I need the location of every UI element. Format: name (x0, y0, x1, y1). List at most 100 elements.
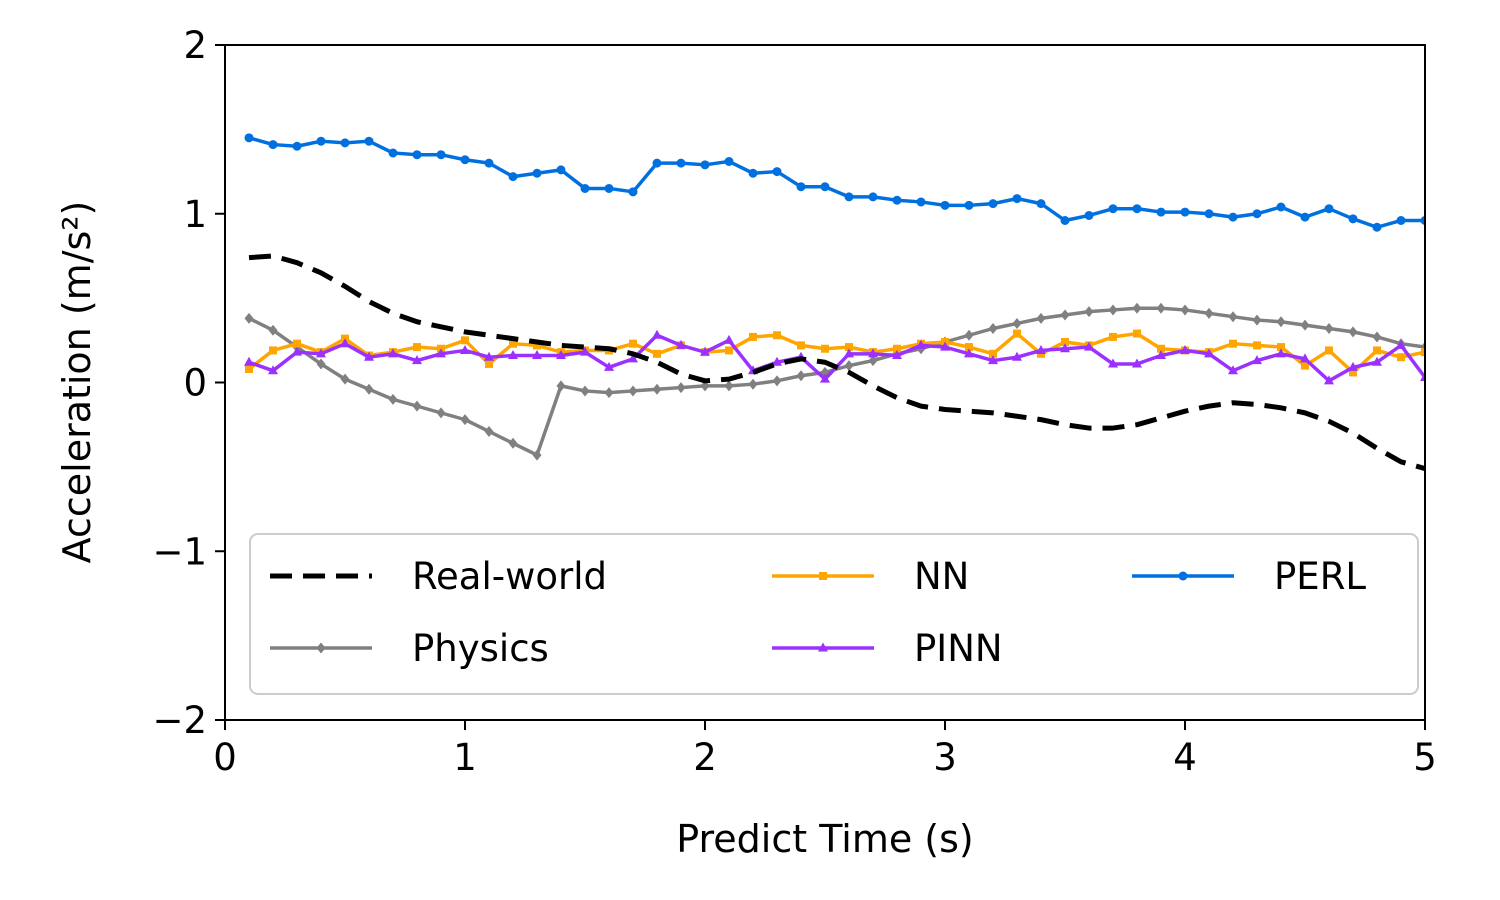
legend-marker-nn (819, 572, 827, 580)
data-point-pinn (820, 373, 830, 383)
data-point-physics (628, 385, 638, 397)
data-point-nn (1109, 332, 1117, 341)
legend-label-physics: Physics (412, 627, 549, 670)
data-point-pinn (1204, 348, 1214, 358)
data-point-perl (676, 158, 686, 168)
data-point-perl (340, 138, 350, 148)
data-point-perl (580, 183, 590, 193)
data-point-pinn (628, 353, 638, 363)
data-point-nn (1229, 339, 1237, 348)
data-point-physics (988, 323, 998, 334)
data-point-perl (604, 183, 614, 193)
data-point-pinn (700, 346, 710, 356)
data-point-nn (413, 343, 421, 352)
data-point-perl (436, 150, 446, 160)
data-point-pinn (964, 348, 974, 358)
data-point-physics (1036, 312, 1046, 324)
data-point-perl (388, 148, 398, 158)
data-point-physics (1348, 326, 1358, 338)
data-point-perl (724, 156, 734, 166)
data-point-perl (1420, 216, 1425, 225)
series-real-world (248, 253, 1425, 471)
data-point-pinn (916, 339, 926, 349)
data-point-physics (508, 437, 518, 449)
data-point-pinn (676, 339, 686, 349)
data-point-perl (964, 200, 974, 210)
data-point-nn (725, 346, 733, 355)
y-axis: −2 −1 0 1 2 (152, 24, 225, 742)
legend-item-physics: Physics (270, 627, 549, 670)
data-point-perl (532, 168, 542, 178)
data-point-physics (964, 329, 974, 341)
data-point-nn (245, 365, 253, 373)
data-point-pinn (1252, 355, 1262, 365)
data-point-pinn (436, 348, 446, 358)
data-point-pinn (1420, 371, 1425, 381)
y-axis-title: Acceleration (m/s²) (55, 201, 99, 564)
data-point-pinn (292, 346, 302, 356)
data-point-pinn (988, 355, 998, 365)
data-point-physics (1252, 314, 1262, 326)
data-point-perl (316, 136, 326, 146)
data-point-perl (1108, 204, 1118, 214)
data-point-perl (628, 187, 638, 197)
legend-item-real-world: Real-world (270, 555, 607, 598)
x-tick-label: 3 (933, 736, 957, 779)
data-point-perl (916, 197, 926, 207)
data-point-perl (1348, 214, 1358, 224)
data-point-perl (772, 167, 782, 177)
data-point-physics (484, 425, 494, 437)
data-point-physics (1084, 306, 1094, 318)
data-point-nn (1421, 348, 1425, 357)
legend-box (249, 533, 1419, 695)
data-point-pinn (508, 350, 518, 359)
series-perl (244, 133, 1425, 232)
data-point-physics (556, 380, 566, 392)
data-point-perl (1372, 222, 1382, 232)
data-point-nn (749, 332, 757, 341)
x-tick-label: 0 (213, 736, 237, 779)
data-point-nn (797, 341, 805, 350)
data-point-perl (556, 165, 566, 175)
data-point-physics (748, 378, 758, 390)
data-point-perl (1060, 216, 1070, 225)
y-tick-label: 1 (183, 193, 207, 236)
legend-label-nn: NN (914, 555, 969, 598)
data-point-perl (892, 195, 902, 205)
data-point-pinn (1012, 351, 1022, 361)
data-point-nn (1325, 346, 1333, 355)
legend-marker-pinn (818, 642, 828, 652)
data-point-pinn (388, 348, 398, 358)
data-point-perl (988, 199, 998, 209)
series-physics (244, 302, 1425, 461)
data-point-nn (1349, 368, 1357, 377)
data-point-pinn (772, 356, 782, 366)
data-point-pinn (1036, 344, 1046, 354)
legend-item-nn: NN (772, 555, 969, 598)
data-point-perl (868, 192, 878, 202)
data-point-physics (1228, 311, 1238, 323)
data-point-nn (965, 343, 973, 352)
data-point-pinn (1276, 348, 1286, 358)
data-point-nn (1061, 338, 1069, 346)
data-point-physics (796, 370, 806, 382)
data-point-pinn (844, 348, 854, 358)
x-tick-label: 1 (453, 736, 477, 779)
data-point-physics (1060, 309, 1070, 321)
data-point-physics (268, 324, 278, 336)
data-point-nn (821, 344, 829, 353)
data-point-perl (1228, 212, 1238, 222)
data-point-nn (293, 339, 301, 348)
legend-item-perl: PERL (1132, 555, 1366, 598)
data-point-pinn (1156, 350, 1166, 359)
data-point-pinn (1396, 339, 1406, 349)
data-point-physics (1180, 304, 1190, 316)
data-point-physics (604, 387, 614, 399)
data-point-physics (244, 312, 254, 324)
data-point-pinn (1060, 343, 1070, 353)
legend-item-pinn: PINN (772, 627, 1003, 670)
data-point-pinn (940, 341, 950, 351)
data-point-nn (1301, 361, 1309, 370)
series-pinn (244, 329, 1425, 385)
data-point-pinn (1180, 344, 1190, 354)
